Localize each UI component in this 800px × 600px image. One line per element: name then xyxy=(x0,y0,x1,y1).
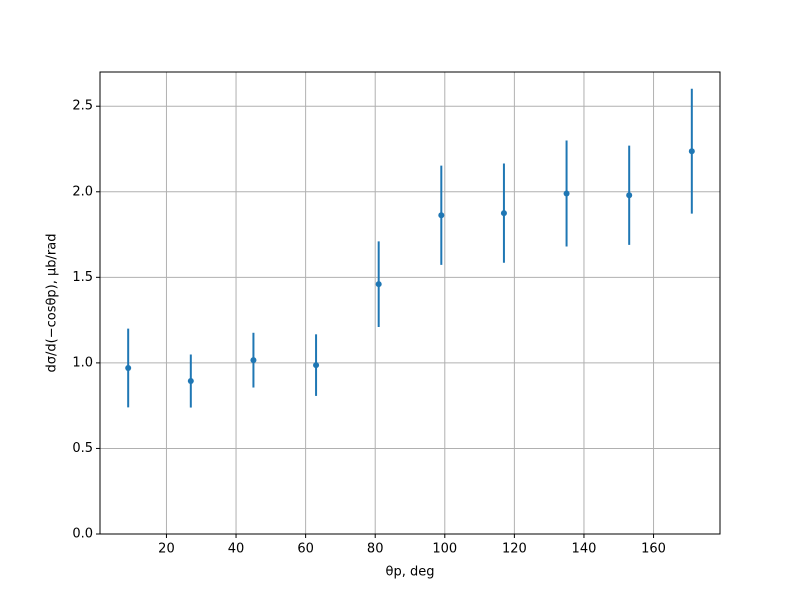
x-axis-label: θp, deg xyxy=(386,565,435,580)
x-tick-label: 100 xyxy=(432,542,457,557)
y-tick-label: 2.5 xyxy=(72,99,93,114)
data-point xyxy=(313,362,320,369)
data-point xyxy=(563,190,570,197)
x-tick-label: 140 xyxy=(572,542,597,557)
y-tick-label: 0.5 xyxy=(72,441,93,456)
data-point xyxy=(125,365,132,372)
x-tick-label: 80 xyxy=(367,542,384,557)
y-tick-label: 1.5 xyxy=(72,270,93,285)
x-tick-label: 40 xyxy=(228,542,245,557)
data-point xyxy=(187,378,194,385)
data-point xyxy=(688,148,695,155)
y-tick-label: 1.0 xyxy=(72,355,93,370)
data-point xyxy=(500,210,507,217)
plot-frame xyxy=(99,71,721,535)
y-tick-label: 0.0 xyxy=(72,527,93,542)
x-tick-label: 60 xyxy=(297,542,314,557)
data-point xyxy=(626,192,633,199)
y-tick-label: 2.0 xyxy=(72,184,93,199)
data-point xyxy=(438,212,445,219)
x-tick-label: 20 xyxy=(158,542,175,557)
x-tick-label: 120 xyxy=(502,542,527,557)
y-axis-label: dσ/d(−cosθp), μb/rad xyxy=(45,234,60,373)
data-point xyxy=(250,357,257,364)
data-point xyxy=(375,281,382,288)
x-tick-label: 160 xyxy=(641,542,666,557)
